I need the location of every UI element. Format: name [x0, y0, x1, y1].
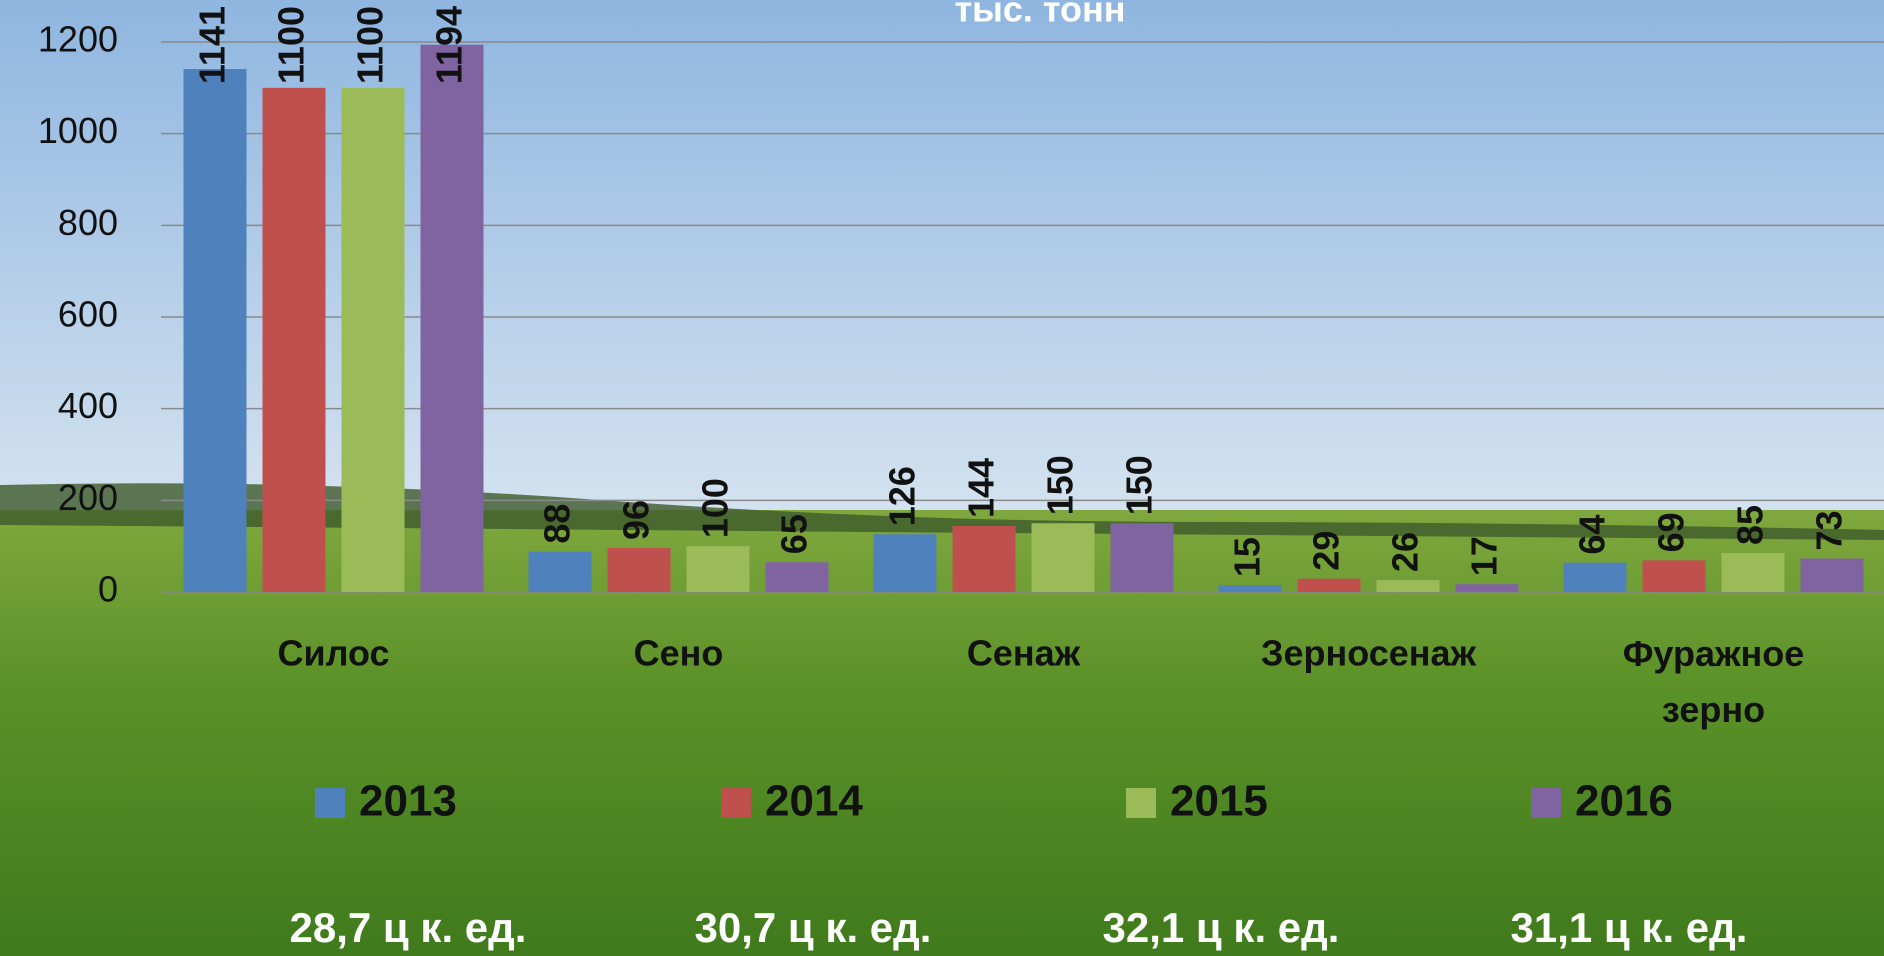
legend-label: 2016 — [1575, 777, 1673, 826]
legend-label: 2015 — [1170, 777, 1268, 826]
data-label: 17 — [1464, 536, 1505, 576]
chart-title: тыс. тонн — [954, 0, 1125, 30]
y-tick-label: 400 — [58, 385, 118, 426]
bar — [607, 548, 671, 592]
y-tick-label: 0 — [98, 569, 118, 610]
bar — [1031, 523, 1095, 592]
data-label: 96 — [616, 500, 657, 540]
legend-label: 2014 — [765, 777, 863, 826]
legend-swatch — [1126, 788, 1156, 818]
data-label: 150 — [1119, 455, 1160, 515]
bar — [1110, 523, 1174, 592]
annotation: 30,7 ц к. ед. — [695, 904, 932, 951]
data-label: 15 — [1227, 537, 1268, 577]
bar — [952, 526, 1016, 592]
annotation: 28,7 ц к. ед. — [290, 904, 527, 951]
bar — [341, 87, 405, 592]
bar — [420, 44, 484, 592]
data-label: 29 — [1306, 531, 1347, 571]
bar — [528, 551, 592, 592]
bar — [183, 69, 247, 592]
y-tick-label: 1200 — [38, 19, 118, 60]
data-label: 65 — [774, 514, 815, 554]
bar — [262, 87, 326, 592]
legend-swatch — [315, 788, 345, 818]
bar — [1218, 585, 1282, 592]
x-tick-label: Зерносенаж — [1261, 633, 1477, 674]
legend-swatch — [1531, 788, 1561, 818]
x-tick-label: Сено — [634, 633, 724, 674]
x-tick-label: Сенаж — [967, 633, 1081, 674]
y-tick-label: 800 — [58, 202, 118, 243]
x-tick-label: Фуражное зерно — [1623, 633, 1805, 730]
data-label: 26 — [1385, 532, 1426, 572]
bar — [1800, 558, 1864, 592]
bar — [1721, 553, 1785, 592]
data-label: 126 — [882, 466, 923, 526]
data-label: 69 — [1651, 512, 1692, 552]
data-label: 100 — [695, 478, 736, 538]
annotation: 32,1 ц к. ед. — [1103, 904, 1340, 951]
data-label: 85 — [1730, 505, 1771, 545]
legend-label: 2013 — [359, 777, 457, 826]
data-label: 1100 — [271, 6, 312, 84]
legend-swatch — [721, 788, 751, 818]
x-tick-label: Силос — [277, 633, 389, 674]
data-label: 1194 — [429, 6, 470, 84]
y-tick-label: 200 — [58, 477, 118, 518]
bar — [1297, 578, 1361, 592]
bar — [1642, 560, 1706, 592]
data-label: 150 — [1040, 455, 1081, 515]
data-label: 1141 — [192, 6, 233, 84]
bar — [765, 562, 829, 592]
bar — [686, 546, 750, 592]
bar — [1455, 584, 1519, 592]
data-label: 1100 — [350, 6, 391, 84]
y-tick-label: 600 — [58, 294, 118, 335]
annotation: 31,1 ц к. ед. — [1511, 904, 1748, 951]
y-tick-label: 1000 — [38, 110, 118, 151]
data-label: 88 — [537, 504, 578, 544]
data-label: 64 — [1572, 515, 1613, 555]
data-label: 144 — [961, 458, 1002, 518]
data-label: 73 — [1809, 510, 1850, 550]
bar — [873, 534, 937, 592]
bar — [1376, 580, 1440, 592]
bar — [1563, 562, 1627, 592]
